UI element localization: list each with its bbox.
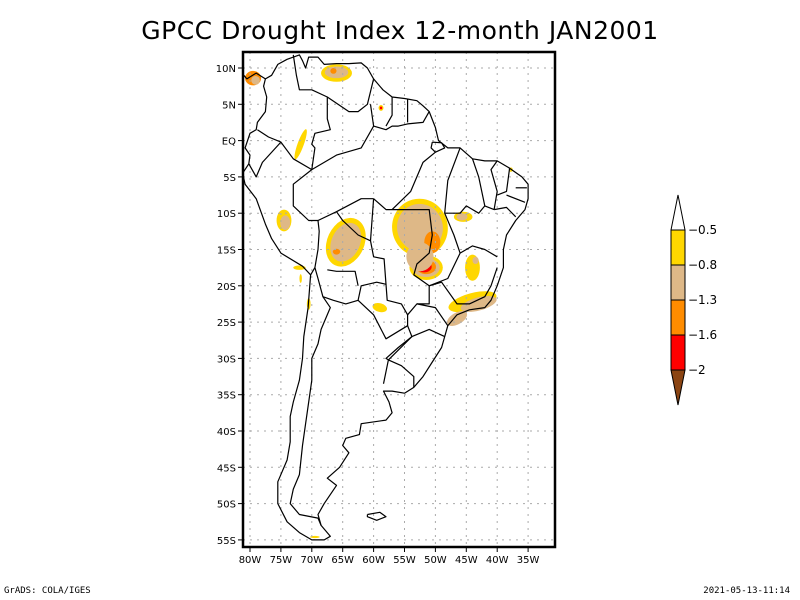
colorbar-above-triangle (670, 194, 686, 231)
colorbar-label: −2 (688, 363, 706, 377)
lon-tick-label: 50W (424, 555, 447, 566)
lat-tick-label: 15S (217, 246, 236, 257)
drought-area-mild (299, 274, 302, 283)
lat-tick-label: 50S (217, 500, 236, 511)
state-border (506, 194, 526, 203)
lon-tick-label: 35W (517, 555, 540, 566)
grid-layer (243, 52, 555, 547)
state-border (471, 158, 495, 211)
country-border (387, 336, 415, 388)
colorbar-band (670, 264, 686, 301)
lat-tick-label: 55S (217, 536, 236, 547)
colorbar-label: −0.5 (688, 223, 717, 237)
lat-tick-label: 35S (217, 391, 236, 402)
coastline-south-america (242, 54, 529, 541)
drought-area-extreme (379, 106, 383, 110)
colorbar-label: −1.3 (688, 293, 717, 307)
colorbar-label: −0.8 (688, 258, 717, 272)
drought-area-moderate (324, 66, 349, 79)
coastline-falklands (366, 511, 387, 521)
colorbar: −0.5 −0.8 −1.3 −1.6 −2 (670, 194, 717, 406)
lon-tick-label: 70W (300, 555, 323, 566)
drought-area-moderate (472, 256, 479, 265)
state-border (311, 125, 375, 171)
lon-tick-label: 40W (486, 555, 509, 566)
lat-tick-label: 30S (217, 354, 236, 365)
drought-area-mild (294, 129, 307, 160)
country-border (326, 78, 375, 113)
colorbar-band (670, 299, 686, 336)
lon-tick-label: 60W (362, 555, 385, 566)
coastline-layer (242, 54, 529, 541)
country-border (289, 296, 331, 526)
lon-tick-label: 65W (331, 555, 354, 566)
state-border (493, 206, 517, 218)
longitude-axis: 80W 75W 70W 65W 60W 55W 50W 45W 40W 35W (239, 547, 540, 566)
drought-area-severe (332, 248, 341, 255)
lat-tick-label: 10N (216, 64, 236, 75)
lat-tick-label: 45S (217, 463, 236, 474)
state-border (391, 151, 436, 211)
country-border (327, 269, 359, 286)
map-frame (241, 50, 557, 549)
country-border (292, 169, 320, 276)
drought-area-moderate (251, 75, 260, 85)
drought-area-moderate (446, 310, 468, 326)
state-border (444, 205, 486, 214)
map-title: GPCC Drought Index 12-month JAN2001 (141, 16, 659, 45)
drought-area-moderate (406, 242, 434, 272)
state-border (496, 168, 511, 196)
lat-tick-label: 20S (217, 282, 236, 293)
coastline-marajo (430, 141, 446, 153)
state-border (459, 245, 498, 258)
lon-tick-label: 45W (455, 555, 478, 566)
country-border (369, 104, 430, 131)
lon-tick-label: 80W (239, 555, 262, 566)
state-border (369, 198, 375, 241)
lat-tick-label: 5S (223, 173, 236, 184)
lat-tick-label: 10S (217, 209, 236, 220)
colorbar-band (670, 334, 686, 371)
drought-area-moderate (456, 213, 468, 221)
state-border (411, 328, 445, 338)
state-border (490, 160, 498, 210)
state-border (428, 252, 461, 287)
footer-timestamp: 2021-05-13-11:14 (703, 586, 790, 596)
drought-area-mild (309, 535, 320, 539)
lat-tick-label: 40S (217, 427, 236, 438)
colorbar-band (670, 229, 686, 266)
lon-tick-label: 75W (270, 555, 293, 566)
state-border (336, 198, 374, 213)
country-border (382, 325, 413, 384)
lat-tick-label: EQ (222, 137, 236, 148)
drought-area-moderate (280, 215, 291, 230)
colorbar-below-triangle (670, 369, 686, 406)
country-border (248, 141, 282, 178)
state-border (429, 267, 498, 305)
drought-fill-layer (245, 64, 513, 539)
state-border (444, 147, 461, 254)
country-border (357, 284, 409, 340)
coastline-panama (243, 72, 266, 80)
drought-area-severe (330, 68, 337, 74)
lat-tick-label: 5N (222, 100, 236, 111)
country-border (257, 54, 331, 171)
footer-credit: GrADS: COLA/IGES (4, 586, 91, 596)
lat-tick-label: 25S (217, 318, 236, 329)
state-border (416, 303, 449, 327)
drought-area-mild (372, 302, 388, 313)
country-border (385, 97, 393, 127)
drought-area-moderate (460, 296, 497, 312)
country-border (314, 211, 387, 305)
latitude-axis: 10N 5N EQ 5S 10S 15S 20S 25S 30S 35S 40S 45S 50S 55S (216, 64, 243, 547)
colorbar-label: −1.6 (688, 328, 717, 342)
lon-tick-label: 55W (393, 555, 416, 566)
